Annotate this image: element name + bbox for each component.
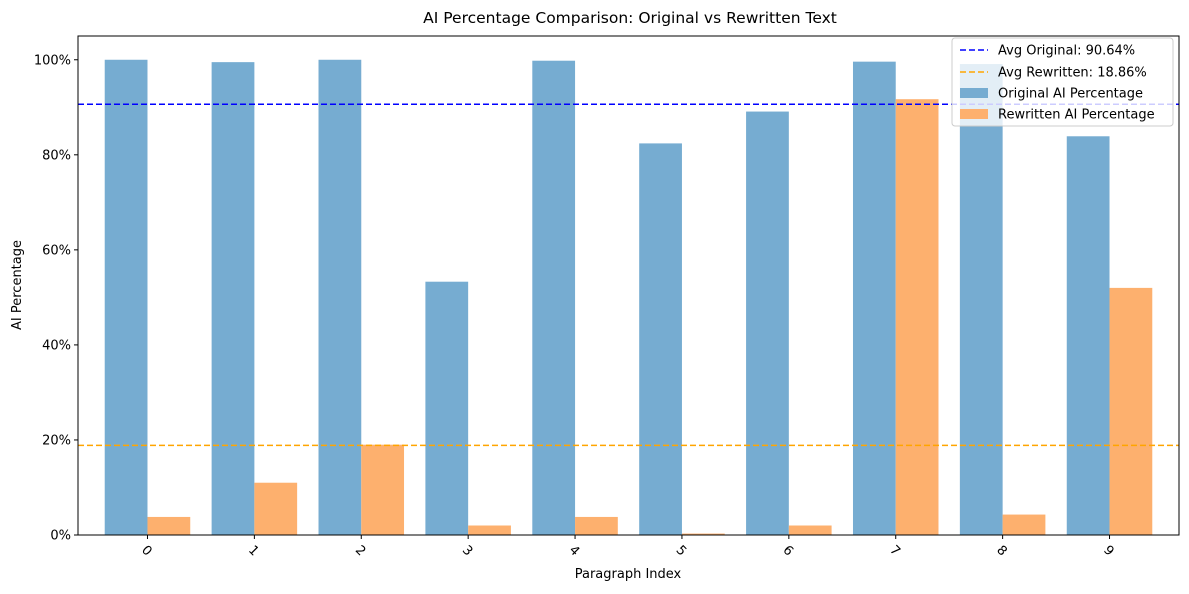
plot-frame [77, 35, 1180, 536]
rewritten-bar-2 [361, 444, 405, 535]
rewritten-bar-7 [895, 99, 939, 536]
original-bar-0 [104, 59, 148, 535]
y-tick-label-100: 100% [34, 53, 71, 68]
rewritten-bar-1 [254, 482, 298, 535]
original-bar-6 [746, 111, 789, 535]
y-tick-label-60: 60% [42, 243, 71, 258]
x-axis-label: Paragraph Index [575, 567, 682, 582]
rewritten-bar-8 [1002, 514, 1046, 535]
x-tick-label-0: 0 [138, 543, 154, 559]
x-tick-label-7: 7 [886, 543, 902, 559]
original-bar-3 [425, 281, 469, 535]
x-tick-label-4: 4 [566, 543, 582, 559]
x-tick-label-8: 8 [993, 543, 1009, 559]
x-tick-label-5: 5 [673, 543, 689, 559]
rewritten-bar-3 [468, 525, 511, 535]
reference-lines-layer [78, 103, 1179, 447]
y-tick-label-0: 0% [50, 529, 71, 544]
y-tick-label-80: 80% [42, 148, 71, 163]
original-bar-7 [852, 61, 896, 535]
y-axis-label: AI Percentage [10, 240, 25, 330]
chart-title: AI Percentage Comparison: Original vs Re… [423, 9, 837, 27]
bars-layer [104, 59, 1153, 536]
original-bar-1 [211, 62, 255, 535]
legend-avg-original-label: Avg Original: 90.64% [998, 44, 1135, 59]
original-bar-4 [532, 60, 576, 536]
legend-rewritten-swatch [960, 109, 988, 119]
y-axis: 0% 20% 40% 60% 80% 100% [34, 53, 78, 544]
rewritten-bar-4 [575, 516, 618, 535]
rewritten-bar-5 [681, 533, 725, 535]
x-tick-label-1: 1 [245, 543, 261, 559]
legend-avg-rewritten-label: Avg Rewritten: 18.86% [998, 66, 1147, 81]
legend-rewritten-label: Rewritten AI Percentage [998, 108, 1155, 123]
original-bar-8 [959, 64, 1003, 535]
rewritten-bar-0 [147, 516, 191, 535]
x-tick-label-3: 3 [459, 543, 475, 559]
legend-original-label: Original AI Percentage [998, 87, 1143, 102]
x-tick-label-2: 2 [352, 543, 368, 559]
rewritten-bar-6 [788, 525, 832, 535]
legend-original-swatch [960, 88, 988, 98]
y-tick-label-40: 40% [42, 338, 71, 353]
legend: Avg Original: 90.64% Avg Rewritten: 18.86… [951, 37, 1174, 127]
rewritten-bar-9 [1109, 287, 1153, 535]
x-tick-label-9: 9 [1100, 543, 1116, 559]
x-tick-label-6: 6 [780, 543, 796, 559]
original-bar-5 [639, 143, 682, 535]
y-tick-label-20: 20% [42, 433, 71, 448]
original-bar-9 [1066, 136, 1110, 535]
legend-frame [951, 37, 1174, 127]
x-axis: 0 1 2 3 4 5 6 7 8 9 [138, 535, 1117, 559]
original-bar-2 [318, 59, 362, 535]
